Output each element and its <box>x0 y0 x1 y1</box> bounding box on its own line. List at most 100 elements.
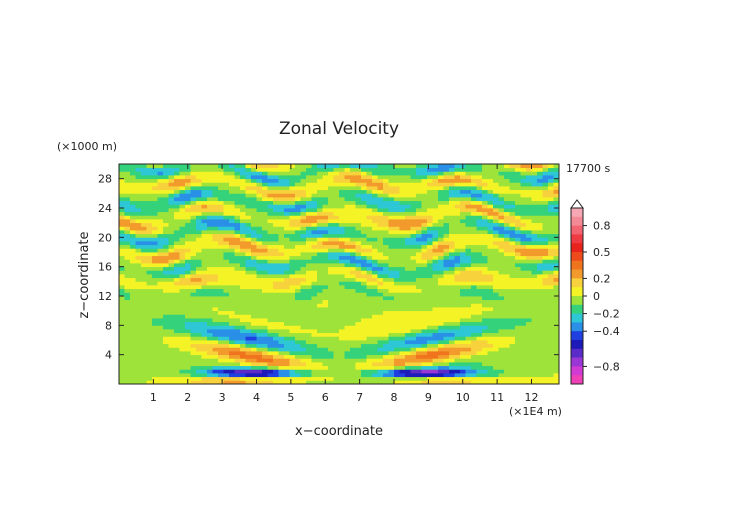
field-cell <box>289 171 296 176</box>
field-cell <box>152 340 158 345</box>
field-cell <box>372 230 378 235</box>
field-cell <box>498 270 505 275</box>
field-cell <box>515 266 521 271</box>
field-cell <box>201 200 208 205</box>
field-cell <box>240 380 246 385</box>
field-cell <box>482 248 488 253</box>
field-cell <box>526 270 532 275</box>
field-cell <box>245 310 252 315</box>
field-cell <box>174 189 180 194</box>
field-cell <box>504 303 510 308</box>
field-cell <box>333 208 340 213</box>
field-cell <box>526 365 532 370</box>
field-cell <box>438 167 444 172</box>
field-cell <box>229 175 235 180</box>
field-cell <box>361 365 367 370</box>
x-axis-ticks: 1 2 3 4 5 6 7 8 9 10 11 12 <box>150 164 539 404</box>
field-cell <box>267 263 274 268</box>
field-cell <box>190 292 197 297</box>
field-cell <box>146 281 153 286</box>
field-cell <box>394 263 400 268</box>
field-cell <box>267 189 274 194</box>
field-cell <box>168 219 175 224</box>
field-cell <box>421 182 428 187</box>
field-cell <box>460 299 466 304</box>
field-cell <box>163 215 169 220</box>
field-cell <box>278 263 285 268</box>
field-cell <box>141 252 147 257</box>
field-cell <box>146 211 153 216</box>
field-cell <box>251 285 257 290</box>
field-cell <box>553 274 560 279</box>
field-cell <box>333 233 340 238</box>
field-cell <box>311 219 318 224</box>
field-cell <box>421 332 428 337</box>
field-cell <box>201 215 208 220</box>
field-cell <box>487 211 494 216</box>
field-cell <box>537 336 543 341</box>
field-cell <box>388 376 395 381</box>
field-cell <box>355 329 362 334</box>
field-cell <box>289 373 296 378</box>
field-cell <box>328 241 334 246</box>
field-cell <box>174 263 180 268</box>
field-cell <box>355 255 362 260</box>
field-cell <box>548 252 554 257</box>
field-cell <box>322 358 329 363</box>
field-cell <box>410 329 417 334</box>
field-cell <box>410 321 417 326</box>
field-cell <box>350 255 356 260</box>
field-cell <box>449 259 455 264</box>
field-cell <box>273 332 279 337</box>
field-cell <box>454 336 461 341</box>
field-cell <box>509 215 516 220</box>
field-cell <box>119 358 125 363</box>
field-cell <box>152 277 158 282</box>
field-cell <box>520 288 527 293</box>
field-cell <box>432 178 439 183</box>
field-cell <box>372 347 378 352</box>
field-cell <box>240 343 246 348</box>
field-cell <box>179 376 186 381</box>
field-cell <box>482 281 488 286</box>
field-cell <box>278 340 285 345</box>
field-cell <box>493 351 499 356</box>
field-cell <box>471 186 477 191</box>
field-cell <box>146 244 153 249</box>
field-cell <box>454 365 461 370</box>
field-cell <box>339 255 345 260</box>
field-cell <box>212 193 219 198</box>
field-cell <box>504 270 510 275</box>
field-cell <box>515 354 521 359</box>
field-cell <box>262 189 268 194</box>
field-cell <box>372 200 378 205</box>
field-cell <box>537 244 543 249</box>
field-cell <box>548 369 554 374</box>
field-cell <box>218 362 224 367</box>
field-cell <box>443 230 450 235</box>
field-cell <box>355 197 362 202</box>
field-cell <box>366 197 373 202</box>
field-cell <box>212 219 219 224</box>
field-cell <box>168 325 175 330</box>
field-cell <box>212 376 219 381</box>
field-cell <box>328 362 334 367</box>
field-cell <box>278 329 285 334</box>
field-cell <box>526 215 532 220</box>
field-cell <box>245 241 252 246</box>
field-cell <box>361 369 367 374</box>
field-cell <box>124 376 131 381</box>
field-cell <box>295 182 301 187</box>
field-cell <box>157 252 164 257</box>
field-cell <box>366 178 373 183</box>
field-cell <box>284 259 290 264</box>
field-cell <box>504 204 510 209</box>
field-cell <box>190 343 197 348</box>
field-cell <box>509 288 516 293</box>
field-cell <box>361 241 367 246</box>
field-cell <box>553 230 560 235</box>
field-cell <box>317 178 323 183</box>
field-cell <box>438 164 444 169</box>
field-cell <box>394 343 400 348</box>
field-cell <box>388 226 395 231</box>
